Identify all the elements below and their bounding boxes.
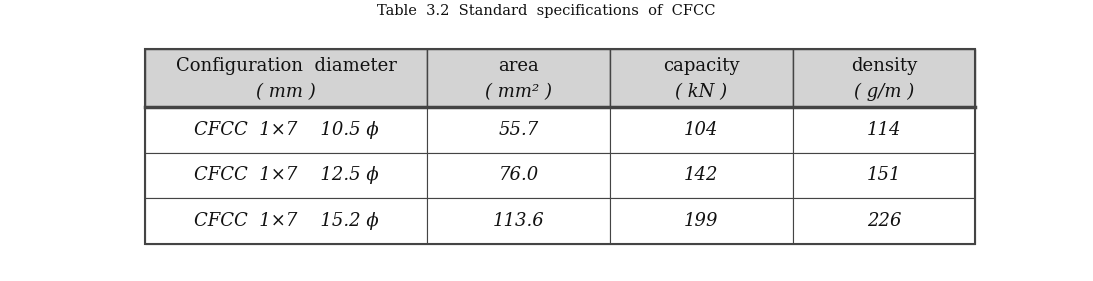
Text: density: density [850, 57, 917, 75]
Text: 151: 151 [867, 166, 901, 184]
Bar [427, 107, 610, 153]
Text: 114: 114 [867, 121, 901, 139]
Bar [792, 153, 975, 198]
Text: CFCC  1×7    12.5 ϕ: CFCC 1×7 12.5 ϕ [193, 166, 378, 184]
Bar [427, 153, 610, 198]
Bar [792, 49, 975, 107]
Bar [427, 49, 610, 107]
Bar [145, 153, 427, 198]
Bar [792, 107, 975, 153]
Text: 104: 104 [684, 121, 718, 139]
Text: ( g/m ): ( g/m ) [854, 83, 914, 101]
Text: 142: 142 [684, 166, 718, 184]
Text: ( mm ): ( mm ) [257, 83, 316, 101]
Bar [610, 107, 792, 153]
Text: 226: 226 [867, 212, 901, 230]
Text: CFCC  1×7    10.5 ϕ: CFCC 1×7 10.5 ϕ [193, 121, 378, 139]
Bar [792, 198, 975, 244]
Text: 76.0: 76.0 [498, 166, 539, 184]
Bar [145, 107, 427, 153]
Text: CFCC  1×7    15.2 ϕ: CFCC 1×7 15.2 ϕ [193, 212, 378, 230]
Text: Table  3.2  Standard  specifications  of  CFCC: Table 3.2 Standard specifications of CFC… [377, 4, 716, 18]
Bar [610, 49, 792, 107]
Text: 199: 199 [684, 212, 718, 230]
Text: 55.7: 55.7 [498, 121, 539, 139]
Bar [610, 198, 792, 244]
Text: ( mm² ): ( mm² ) [485, 83, 552, 101]
Bar [145, 49, 427, 107]
Text: Configuration  diameter: Configuration diameter [176, 57, 397, 75]
Text: capacity: capacity [663, 57, 740, 75]
Bar [145, 198, 427, 244]
Text: ( kN ): ( kN ) [675, 83, 727, 101]
Text: area: area [498, 57, 539, 75]
Text: 113.6: 113.6 [493, 212, 544, 230]
Bar [427, 198, 610, 244]
Bar [610, 153, 792, 198]
